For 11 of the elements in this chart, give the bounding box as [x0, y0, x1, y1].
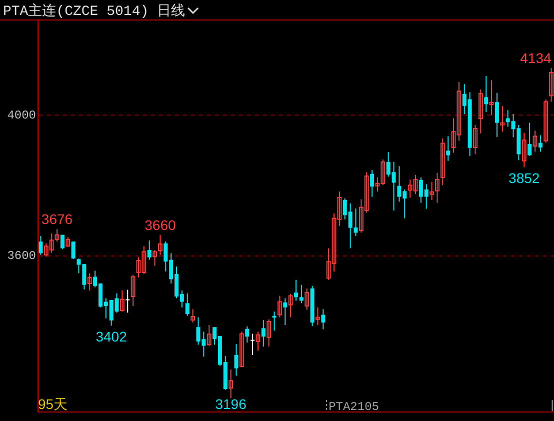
annotation: PTA2105 — [328, 400, 380, 414]
y-tick-label: 3600 — [7, 249, 36, 264]
chart-title: PTA主连(CZCE 5014) 日线 — [3, 3, 186, 20]
annotation: 3660 — [144, 216, 176, 233]
annotation: 4134 — [520, 50, 552, 66]
y-tick-label: 4000 — [7, 108, 36, 122]
annotation: 3852 — [508, 170, 540, 186]
annotation: 3676 — [41, 211, 73, 228]
annotation: 95天 — [38, 396, 68, 412]
annotation: 3402 — [96, 328, 128, 345]
annotation: 3196 — [215, 396, 247, 412]
